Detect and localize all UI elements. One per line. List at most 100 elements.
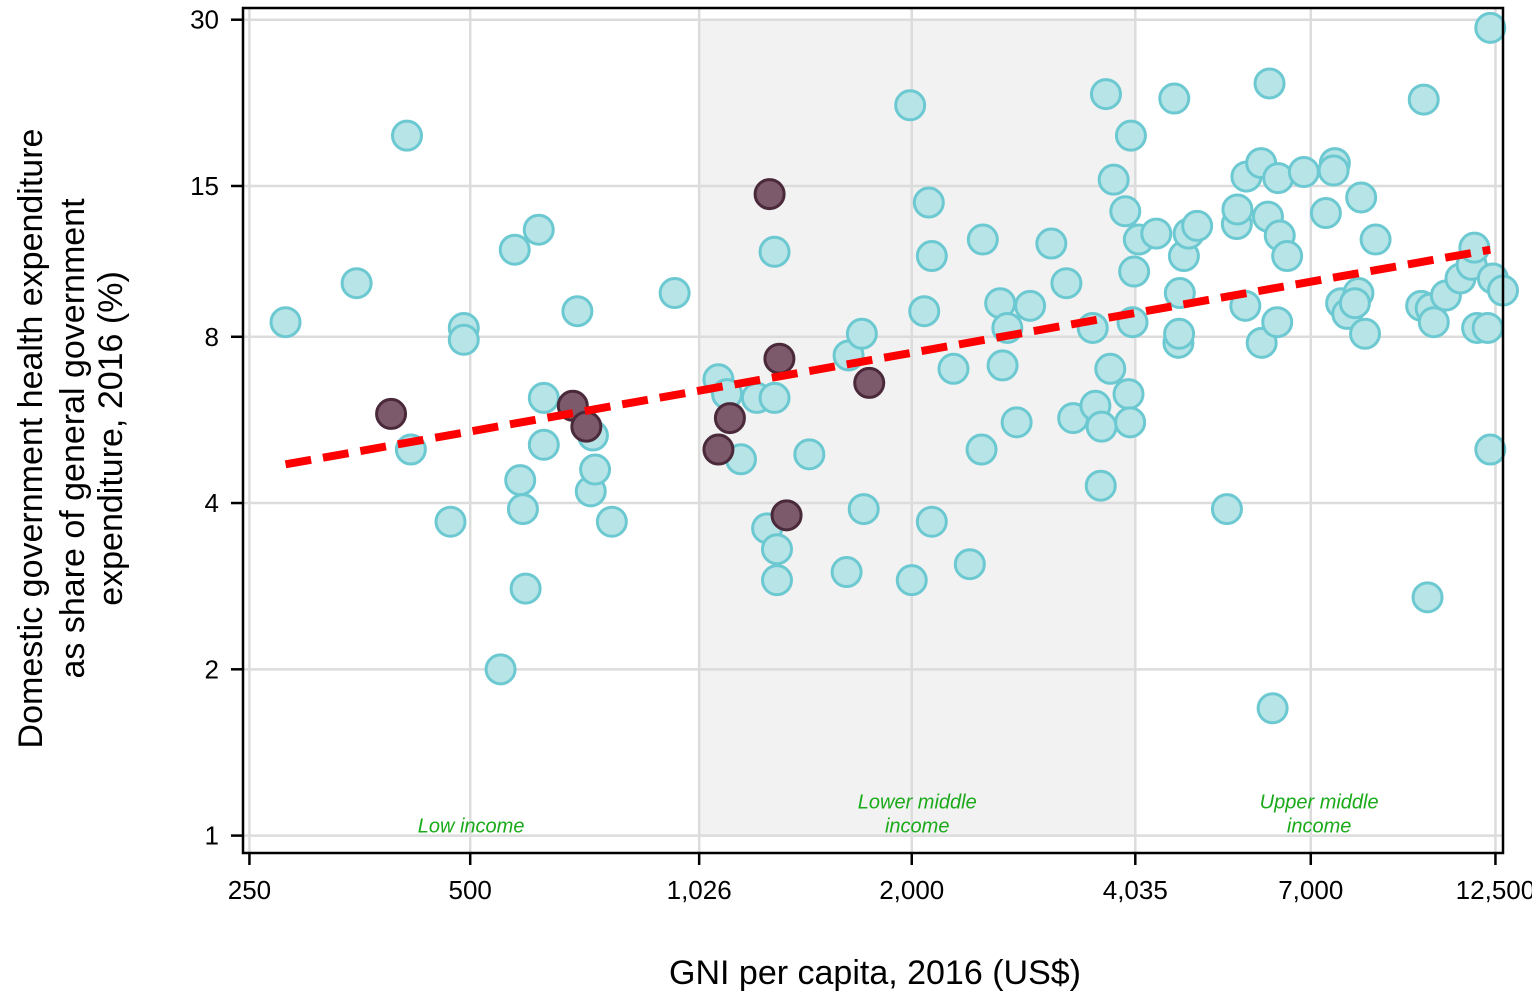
income-band-label: Upper middle (1260, 792, 1379, 814)
data-point (1114, 406, 1147, 439)
highlighted-point (713, 402, 746, 435)
highlighted-point (753, 178, 786, 211)
data-point (1084, 469, 1117, 502)
data-point (894, 89, 927, 122)
data-point (1256, 692, 1289, 725)
data-point (595, 505, 628, 538)
data-point (527, 381, 560, 414)
plot-frame (241, 6, 1505, 855)
data-point (915, 505, 948, 538)
data-point (390, 119, 423, 152)
data-point (561, 295, 594, 328)
data-point (1085, 410, 1118, 443)
data-point (760, 564, 793, 597)
data-point (1253, 67, 1286, 100)
data-point (912, 186, 945, 219)
data-point (1345, 181, 1378, 214)
data-point (340, 267, 373, 300)
data-point (269, 306, 302, 339)
data-point (847, 493, 880, 526)
x-tick-label: 500 (449, 875, 492, 905)
data-point (830, 556, 863, 589)
data-point (522, 213, 555, 246)
data-point (447, 323, 480, 356)
data-point (986, 349, 1019, 382)
data-point (1210, 493, 1243, 526)
data-point (1474, 11, 1507, 44)
income-band-label: income (885, 816, 949, 838)
y-tick-label: 2 (205, 654, 219, 684)
data-point (1261, 306, 1294, 339)
data-point (434, 505, 467, 538)
data-point (1349, 317, 1382, 350)
data-point (1309, 197, 1342, 230)
data-point (1140, 217, 1173, 250)
data-point (965, 433, 998, 466)
data-point (498, 233, 531, 266)
data-point (1317, 154, 1350, 187)
data-point (1471, 311, 1504, 344)
data-point (1109, 195, 1142, 228)
highlighted-point (853, 366, 886, 399)
data-point (1417, 306, 1450, 339)
data-point (1287, 156, 1320, 189)
data-point (908, 295, 941, 328)
data-point (1000, 406, 1033, 439)
highlighted-point (702, 433, 735, 466)
data-point (1035, 227, 1068, 260)
y-tick-label: 15 (190, 171, 219, 201)
data-point (1221, 193, 1254, 226)
data-point (937, 352, 970, 385)
y-axis-title-line: as share of general government (54, 198, 92, 679)
data-point (1118, 255, 1151, 288)
x-tick-label: 1,026 (667, 875, 732, 905)
y-tick-label: 4 (205, 488, 219, 518)
data-point (845, 317, 878, 350)
y-tick-label: 1 (205, 821, 219, 851)
x-tick-label: 4,035 (1103, 875, 1168, 905)
x-tick-label: 7,000 (1278, 875, 1343, 905)
data-point (915, 240, 948, 273)
data-point (658, 277, 691, 310)
data-point (506, 493, 539, 526)
data-point (1359, 223, 1392, 256)
trend-line-group (284, 245, 1492, 469)
y-tick-label: 8 (205, 322, 219, 352)
data-point (760, 533, 793, 566)
highlighted-point (770, 499, 803, 532)
data-point (1407, 83, 1440, 116)
data-point (1094, 352, 1127, 385)
data-point (758, 235, 791, 268)
highlighted-point (570, 410, 603, 443)
y-axis-title-line: expenditure, 2016 (%) (92, 271, 130, 606)
y-tick-label: 30 (190, 5, 219, 35)
data-point (1163, 317, 1196, 350)
data-point (1112, 378, 1145, 411)
data-point (509, 572, 542, 605)
x-tick-label: 2,000 (879, 875, 944, 905)
data-point (579, 453, 612, 486)
data-point (1014, 289, 1047, 322)
data-point (1181, 209, 1214, 242)
data-point (758, 381, 791, 414)
x-tick-label: 250 (228, 875, 271, 905)
data-point (1097, 163, 1130, 196)
y-axis-title-line: Domestic government health expenditure (12, 129, 50, 749)
data-points (269, 11, 1519, 725)
y-axis-title: Domestic government health expenditure as… (12, 129, 130, 749)
data-point (527, 428, 560, 461)
highlighted-point (375, 397, 408, 430)
data-point (1474, 433, 1507, 466)
income-band-label: Lower middle (858, 792, 977, 814)
data-point (504, 464, 537, 497)
data-point (953, 548, 986, 581)
x-tick-label: 12,500 (1456, 875, 1532, 905)
income-band-label: Low income (418, 816, 525, 838)
data-point (484, 653, 517, 686)
axes (231, 6, 1505, 865)
data-point (1411, 581, 1444, 614)
trend-line (284, 245, 1492, 469)
data-point (1114, 119, 1147, 152)
data-point (895, 564, 928, 597)
